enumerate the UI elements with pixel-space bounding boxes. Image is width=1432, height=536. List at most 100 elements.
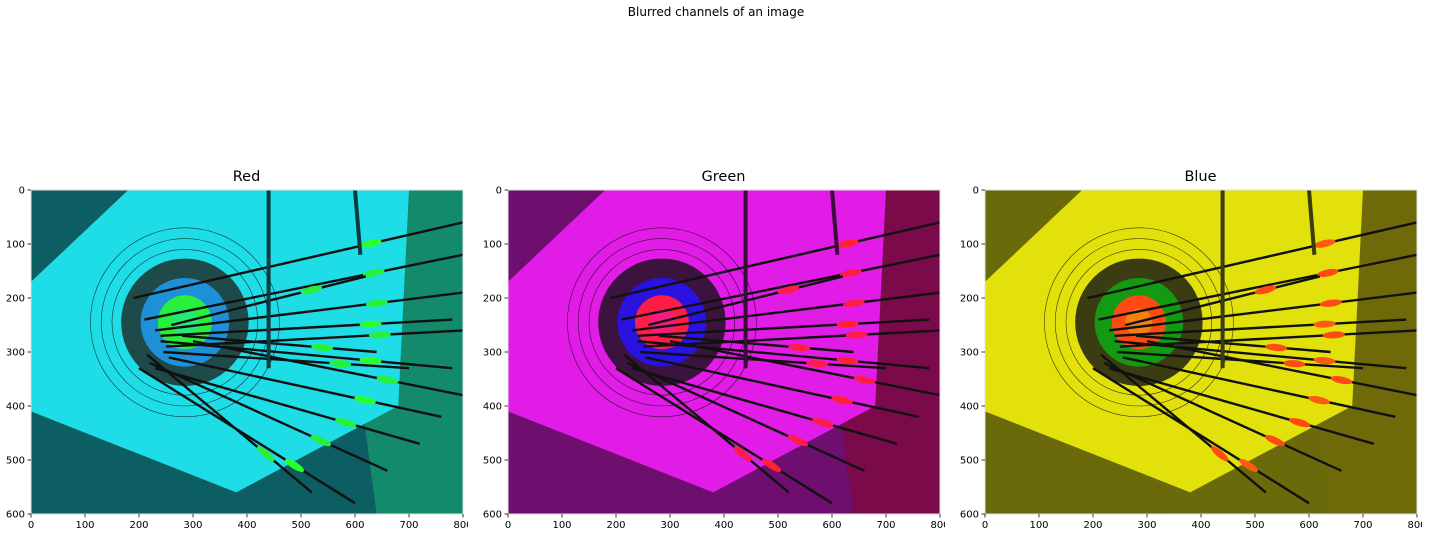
x-tick-label: 600 — [1299, 520, 1318, 531]
arrow-fletching — [1254, 285, 1277, 295]
arrow-fletching — [777, 285, 800, 295]
x-tick-label: 100 — [1029, 520, 1048, 531]
red-panel-title: Red — [232, 169, 261, 185]
arrow-shaft — [144, 253, 463, 321]
arrow-fletching — [806, 360, 829, 368]
arrow-fletching — [1210, 446, 1229, 462]
arrow-shaft — [637, 318, 930, 337]
arrow-shaft — [154, 367, 421, 445]
x-tick-label: 100 — [75, 520, 94, 531]
y-tick-label: 300 — [960, 348, 979, 359]
arrow-shaft — [146, 353, 313, 494]
x-tick-label: 200 — [606, 520, 625, 531]
y-tick-label: 600 — [960, 510, 979, 521]
arrow-shaft — [1136, 334, 1331, 354]
arrow-fletching — [845, 331, 868, 339]
arrow-fletching — [1313, 357, 1336, 365]
arrow-shaft — [631, 367, 898, 445]
arrow-fletching — [831, 396, 853, 405]
arrow-fletching — [300, 285, 323, 295]
arrow-fletching — [762, 458, 782, 472]
y-tick-label: 100 — [960, 240, 979, 251]
x-tick-label: 0 — [982, 520, 988, 531]
y-tick-label: 400 — [483, 402, 502, 413]
blue-channel-panel: Blue 0 100 200 300 400 500 600 700 800 0 100 200 300… — [954, 166, 1422, 536]
outer-ring-line — [90, 227, 280, 418]
outer-ring-line — [1065, 249, 1213, 396]
arrow-fletching — [1289, 418, 1311, 428]
channel-image — [985, 190, 1417, 514]
arrow-fletching — [329, 360, 352, 368]
y-tick-label: 500 — [960, 456, 979, 467]
lower-shadow — [508, 416, 703, 514]
arrow-fletching — [842, 299, 865, 307]
x-tick-label: 600 — [345, 520, 364, 531]
red-channel-plot: 0 100 200 300 400 500 600 700 800 0 100 200 300 400 50… — [6, 186, 468, 532]
y-tick-label: 200 — [6, 294, 25, 305]
arrow-shaft — [1100, 353, 1267, 494]
y-tick-label: 100 — [483, 240, 502, 251]
arrow-shaft — [1114, 340, 1407, 370]
arrow-fletching — [1283, 360, 1306, 368]
lower-shadow — [985, 416, 1180, 514]
x-tick-label: 300 — [1137, 520, 1156, 531]
blue-channel-plot: 0 100 200 300 400 500 600 700 800 0 100 200 300 400 50… — [960, 186, 1422, 532]
arrow-fletching — [1314, 239, 1336, 248]
x-tick-label: 400 — [1191, 520, 1210, 531]
arrow-fletching — [836, 357, 859, 365]
arrow-fletching — [787, 435, 808, 447]
arrow-fletching — [311, 343, 334, 352]
green-channel-plot: 0 100 200 300 400 500 600 700 800 0 100 200 300 400 50… — [483, 186, 945, 532]
arrow-shaft — [133, 221, 463, 300]
board-stake — [353, 190, 363, 255]
x-tick-label: 300 — [183, 520, 202, 531]
arrow-fletching — [836, 320, 859, 328]
arrow-shaft — [160, 340, 453, 370]
y-tick-label: 300 — [483, 348, 502, 359]
arrow-fletching — [733, 446, 752, 462]
x-tick-label: 800 — [930, 520, 945, 531]
arrow-fletching — [1330, 376, 1353, 385]
arrow-shaft — [1092, 367, 1310, 505]
arrow-shaft — [182, 334, 377, 354]
y-tick-label: 400 — [6, 402, 25, 413]
arrow-fletching — [335, 418, 357, 428]
channel-image — [508, 190, 940, 514]
arrow-fletching — [812, 418, 834, 428]
arrow-fletching — [285, 458, 305, 472]
arrow-fletching — [853, 376, 876, 385]
arrow-shaft — [1146, 340, 1417, 397]
outer-ring-line — [1044, 227, 1234, 418]
y-tick-label: 500 — [483, 456, 502, 467]
x-tick-label: 0 — [505, 520, 511, 531]
x-tick-label: 200 — [129, 520, 148, 531]
outer-ring-line — [567, 227, 757, 418]
x-tick-label: 500 — [291, 520, 310, 531]
arrow-fletching — [1265, 343, 1288, 352]
red-channel-panel: Red 0 100 200 300 400 500 600 700 800 0 100 200 300 4… — [0, 166, 468, 536]
arrow-fletching — [837, 239, 859, 248]
y-tick-label: 200 — [483, 294, 502, 305]
arrow-shaft — [155, 291, 463, 332]
x-tick-label: 400 — [714, 520, 733, 531]
y-tick-label: 600 — [483, 510, 502, 521]
y-tick-label: 200 — [960, 294, 979, 305]
arrow-shaft — [160, 318, 453, 337]
x-tick-label: 400 — [237, 520, 256, 531]
x-tick-label: 100 — [552, 520, 571, 531]
blue-panel-title: Blue — [1184, 169, 1217, 185]
arrow-shaft — [623, 353, 790, 494]
channel-image — [31, 190, 463, 514]
x-tick-label: 500 — [1245, 520, 1264, 531]
arrow-shaft — [168, 356, 442, 418]
arrow-fletching — [256, 446, 275, 462]
arrow-shaft — [149, 361, 388, 472]
arrow-fletching — [1239, 458, 1259, 472]
arrow-fletching — [788, 343, 811, 352]
arrow-shaft — [192, 340, 463, 397]
arrow-shaft — [610, 221, 940, 300]
x-tick-label: 200 — [1083, 520, 1102, 531]
arrow-shaft — [138, 367, 356, 505]
arrow-shaft — [626, 361, 865, 472]
x-tick-label: 700 — [876, 520, 895, 531]
